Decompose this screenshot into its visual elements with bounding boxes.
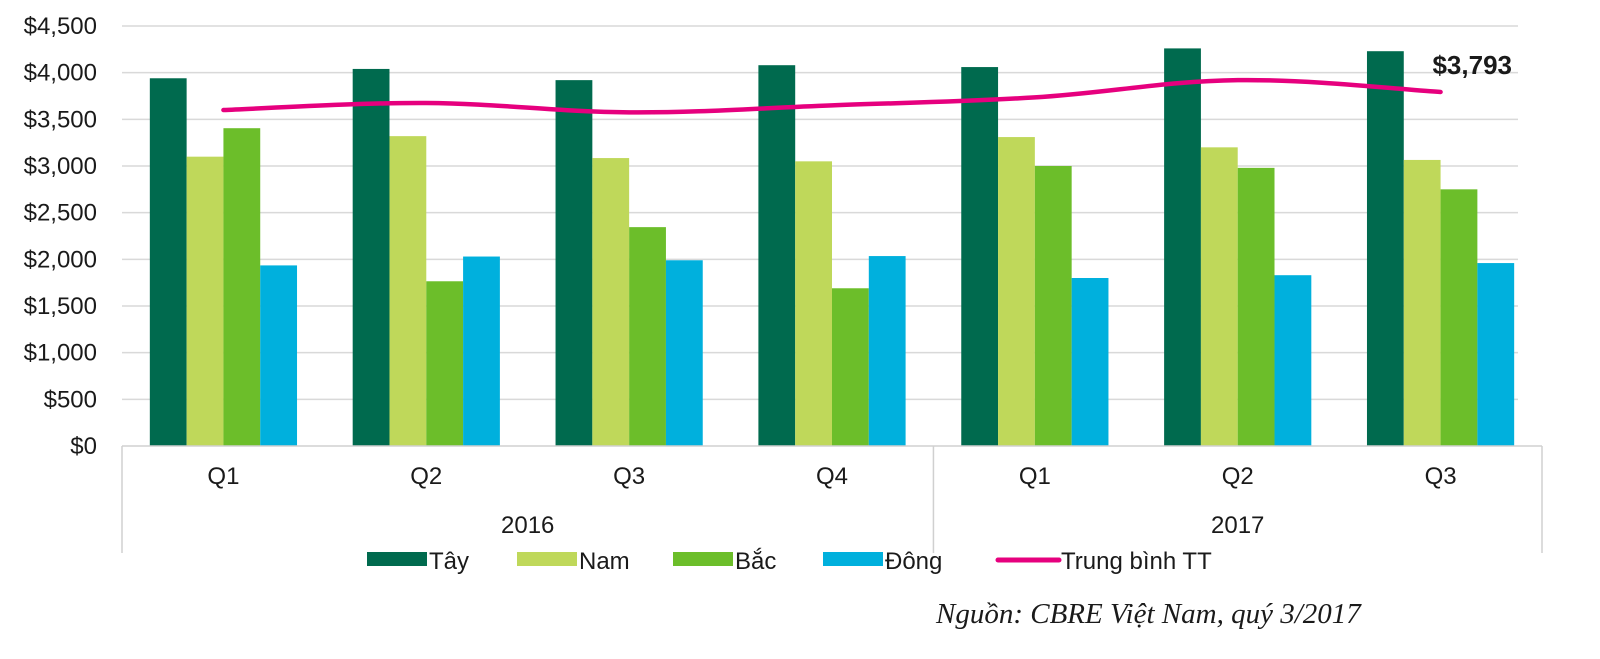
bar-nam bbox=[1403, 159, 1441, 446]
bar-đông bbox=[665, 260, 703, 446]
bar-bắc bbox=[1237, 167, 1275, 446]
bar-bắc bbox=[832, 288, 869, 446]
y-tick-label: $1,500 bbox=[24, 293, 97, 320]
bar-bắc bbox=[629, 227, 666, 446]
bar-tây bbox=[1366, 51, 1404, 446]
bar-tây bbox=[352, 68, 390, 446]
y-tick-label: $4,000 bbox=[24, 60, 97, 87]
category-label: Q1 bbox=[207, 463, 239, 490]
y-tick-label: $3,000 bbox=[24, 153, 97, 180]
legend-swatch bbox=[673, 552, 733, 566]
y-tick-label: $2,500 bbox=[24, 200, 97, 227]
bar-tây bbox=[1164, 48, 1201, 447]
x-axis: 2016 2017 Q1 Q2 Q3 Q4 Q1 Q2 Q3 bbox=[121, 445, 1543, 553]
bar-nam bbox=[186, 156, 224, 446]
line-trung-bình-tt bbox=[221, 77, 1443, 115]
group-label: 2016 bbox=[501, 512, 554, 539]
legend-swatch bbox=[517, 552, 577, 566]
legend-label: Tây bbox=[429, 548, 469, 575]
bar-bắc bbox=[223, 128, 261, 446]
y-tick-label: $500 bbox=[44, 386, 97, 413]
bar-nam bbox=[389, 136, 427, 446]
legend: Tây Nam Bắc Đông Trung bình TT bbox=[367, 548, 1212, 575]
bar-đông bbox=[1071, 278, 1109, 446]
bar-tây bbox=[149, 78, 187, 447]
bar-đông bbox=[1274, 275, 1312, 446]
bar-nam bbox=[1200, 147, 1238, 447]
bar-đông bbox=[260, 265, 298, 446]
bar-tây bbox=[961, 67, 999, 447]
bars bbox=[149, 48, 1515, 447]
category-label: Q3 bbox=[1425, 463, 1457, 490]
legend-label: Đông bbox=[885, 548, 942, 575]
legend-label: Nam bbox=[579, 548, 630, 575]
legend-label: Trung bình TT bbox=[1061, 548, 1212, 575]
y-tick-label: $3,500 bbox=[24, 106, 97, 133]
bar-bắc bbox=[1034, 166, 1072, 446]
category-label: Q2 bbox=[410, 463, 442, 490]
bar-bắc bbox=[426, 281, 464, 446]
category-label: Q4 bbox=[816, 463, 848, 490]
y-tick-label: $0 bbox=[70, 433, 97, 460]
y-tick-label: $1,000 bbox=[24, 340, 97, 367]
bar-đông bbox=[1477, 263, 1515, 446]
legend-swatch bbox=[823, 552, 883, 566]
average-line bbox=[221, 77, 1443, 115]
bar-đông bbox=[463, 256, 500, 446]
category-label: Q3 bbox=[613, 463, 645, 490]
annotation-label: $3,793 bbox=[1432, 50, 1512, 80]
legend-swatch bbox=[367, 552, 427, 566]
group-label: 2017 bbox=[1211, 512, 1264, 539]
legend-label: Bắc bbox=[735, 548, 776, 575]
bar-tây bbox=[555, 80, 593, 446]
bar-nam bbox=[592, 158, 630, 447]
annotations: $3,793 bbox=[1432, 50, 1512, 80]
bar-tây bbox=[758, 65, 796, 446]
category-label: Q2 bbox=[1222, 463, 1254, 490]
y-tick-label: $4,500 bbox=[24, 13, 97, 40]
category-label: Q1 bbox=[1019, 463, 1051, 490]
y-axis: $0 $500 $1,000 $1,500 $2,000 $2,500 $3,000 $3,5… bbox=[24, 13, 97, 460]
bar-nam bbox=[998, 137, 1035, 447]
bar-bắc bbox=[1440, 189, 1478, 447]
y-tick-label: $2,000 bbox=[24, 246, 97, 273]
bar-đông bbox=[868, 256, 906, 446]
bar-nam bbox=[795, 161, 832, 447]
source-note: Nguồn: CBRE Việt Nam, quý 3/2017 bbox=[936, 598, 1361, 630]
